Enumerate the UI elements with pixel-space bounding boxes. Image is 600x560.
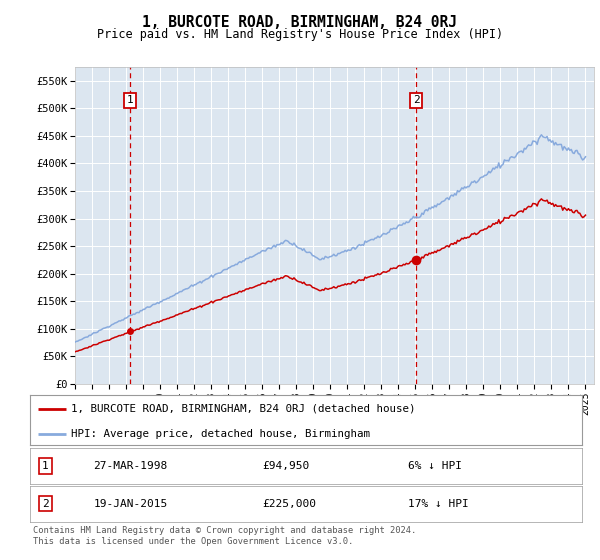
Text: 17% ↓ HPI: 17% ↓ HPI [408, 499, 469, 508]
Text: 27-MAR-1998: 27-MAR-1998 [94, 461, 168, 471]
Text: 1, BURCOTE ROAD, BIRMINGHAM, B24 0RJ (detached house): 1, BURCOTE ROAD, BIRMINGHAM, B24 0RJ (de… [71, 404, 416, 414]
Text: 6% ↓ HPI: 6% ↓ HPI [408, 461, 462, 471]
Text: 2: 2 [413, 95, 419, 105]
Text: HPI: Average price, detached house, Birmingham: HPI: Average price, detached house, Birm… [71, 429, 370, 439]
Text: 1: 1 [127, 95, 133, 105]
Text: 1: 1 [42, 461, 49, 471]
Text: £94,950: £94,950 [262, 461, 309, 471]
Text: 2: 2 [42, 499, 49, 508]
Text: £225,000: £225,000 [262, 499, 316, 508]
Text: 1, BURCOTE ROAD, BIRMINGHAM, B24 0RJ: 1, BURCOTE ROAD, BIRMINGHAM, B24 0RJ [143, 15, 458, 30]
Text: Contains HM Land Registry data © Crown copyright and database right 2024.
This d: Contains HM Land Registry data © Crown c… [33, 526, 416, 546]
Text: 19-JAN-2015: 19-JAN-2015 [94, 499, 168, 508]
Text: Price paid vs. HM Land Registry's House Price Index (HPI): Price paid vs. HM Land Registry's House … [97, 28, 503, 41]
